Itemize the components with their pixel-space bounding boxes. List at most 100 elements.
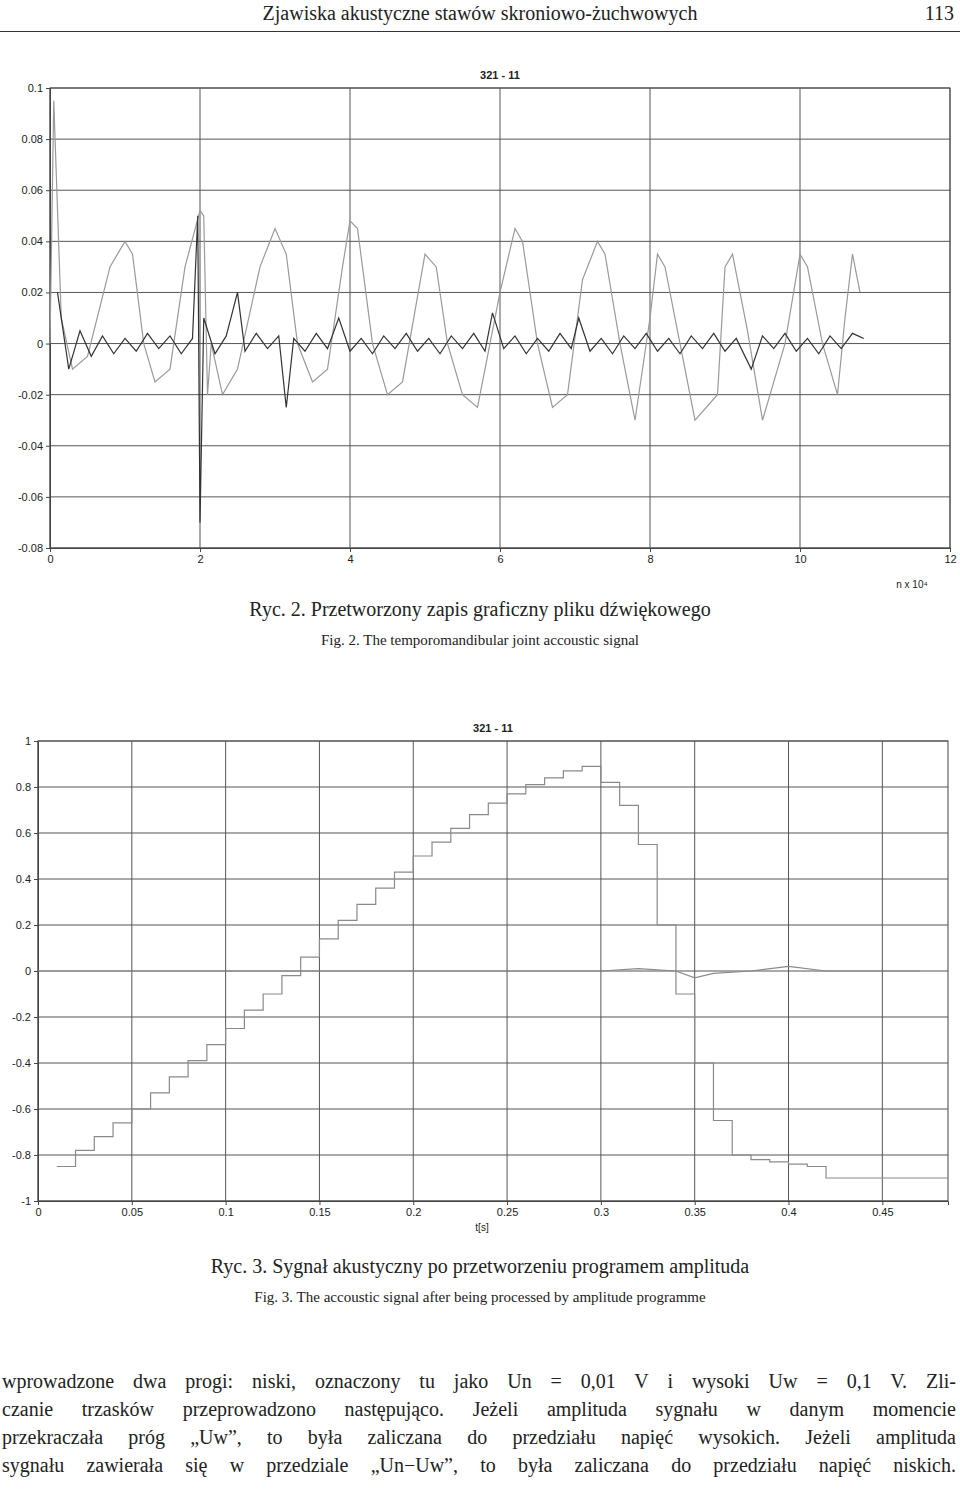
body-line: sygnału zawierała się w przedziale „Un−U…	[2, 1454, 956, 1477]
tick-label: 0.4	[16, 873, 31, 885]
chart: 024681012-0.08-0.06-0.04-0.0200.020.040.…	[0, 60, 960, 600]
tick-label: 8	[647, 553, 653, 565]
tick: -1	[21, 1195, 38, 1207]
tick-mark	[413, 1201, 414, 1205]
grid-line-y	[50, 394, 950, 395]
axis-domain	[34, 742, 39, 1202]
grid-line-y	[38, 787, 948, 788]
tick: -0.4	[12, 1057, 38, 1069]
tick-label: 0	[25, 965, 31, 977]
tick: 0	[35, 1201, 41, 1218]
grid-line-y	[38, 879, 948, 880]
series-line	[50, 101, 860, 420]
grid-line-x	[350, 88, 351, 548]
tick-mark	[46, 190, 50, 191]
tick: -0.2	[12, 1011, 38, 1023]
tick-mark	[46, 139, 50, 140]
tick-mark	[34, 1063, 38, 1064]
tick: 0	[25, 965, 38, 977]
tick: 0.25	[497, 1201, 518, 1218]
tick-label: 0.08	[22, 133, 43, 145]
tick: 0.2	[406, 1201, 421, 1218]
tick-mark	[226, 1201, 227, 1205]
tick-label: 0.04	[22, 235, 43, 247]
caption-pl: Ryc. 2. Przetworzony zapis graficzny pli…	[0, 598, 960, 621]
tick-mark	[34, 879, 38, 880]
series-line	[57, 766, 948, 1178]
tick-label: 0.3	[594, 1206, 609, 1218]
tick-label: -0.06	[18, 491, 43, 503]
tick: 0	[37, 338, 50, 350]
tick-label: -1	[21, 1195, 31, 1207]
x-axis: 0 0.05 0.1 0.15 0.2 0.25 0.3 0.35 0.4 0.45	[35, 1201, 948, 1218]
tick: -0.04	[18, 440, 50, 452]
grid-line-y	[50, 343, 950, 344]
chart-title: 321 - 11	[473, 722, 513, 734]
grid-line-y	[38, 1063, 948, 1064]
tick: 0.05	[122, 1201, 143, 1218]
tick-mark	[601, 1201, 602, 1205]
tick-mark	[46, 292, 50, 293]
tick: 0.4	[781, 1201, 796, 1218]
series-line	[38, 966, 920, 978]
running-title: Zjawiska akustyczne stawów skroniowo-żuc…	[0, 2, 960, 25]
page-number: 113	[925, 2, 954, 25]
tick: 0.15	[309, 1201, 330, 1218]
tick-mark	[34, 833, 38, 834]
tick-mark	[132, 1201, 133, 1205]
tick: -0.08	[18, 542, 50, 554]
tick-mark	[46, 497, 50, 498]
tick-mark	[34, 1017, 38, 1018]
tick-mark	[800, 548, 801, 552]
tick: 10	[794, 548, 806, 565]
grid-line-x	[950, 88, 951, 548]
tick-mark	[507, 1201, 508, 1205]
body-line: przekraczała próg „Uw”, to była zaliczan…	[2, 1426, 956, 1449]
grid-line-y	[38, 1155, 948, 1156]
chart-title: 321 - 11	[480, 69, 520, 81]
plot-frame	[50, 88, 950, 548]
tick: 0.35	[684, 1201, 705, 1218]
tick-label: -0.2	[12, 1011, 31, 1023]
tick-label: 0.45	[872, 1206, 893, 1218]
tick-label: 0	[37, 338, 43, 350]
grid-line-y	[50, 190, 950, 191]
tick-mark	[882, 1201, 883, 1205]
x-axis: 024681012	[47, 548, 956, 565]
tick-label: 1	[25, 735, 31, 747]
tick-label: -0.02	[18, 389, 43, 401]
tick-mark	[34, 787, 38, 788]
tick-label: 0.1	[218, 1206, 233, 1218]
y-axis: -0.08-0.06-0.04-0.0200.020.040.060.080.1	[18, 82, 51, 554]
grid	[38, 741, 948, 1201]
tick: 0.2	[16, 919, 38, 931]
tick: -0.8	[12, 1149, 38, 1161]
tick-label: 0.05	[122, 1206, 143, 1218]
tick-mark	[46, 88, 50, 89]
tick: 6	[497, 548, 503, 565]
tick: 0.1	[218, 1201, 233, 1218]
tick: 12	[944, 548, 956, 565]
tick-label: 0.02	[22, 286, 43, 298]
tick: 0.1	[28, 82, 50, 94]
tick-mark	[950, 548, 951, 552]
grid-line-x	[800, 88, 801, 548]
tick-label: 0.2	[16, 919, 31, 931]
tick-label: 0.6	[16, 827, 31, 839]
plot-frame	[38, 741, 948, 1201]
tick-mark	[500, 548, 501, 552]
tick: 0	[47, 548, 53, 565]
caption-en: Fig. 2. The temporomandibular joint acco…	[0, 632, 960, 649]
tick: -0.6	[12, 1103, 38, 1115]
tick-label: 12	[944, 553, 956, 565]
grid-line-y	[50, 445, 950, 446]
x-axis-label: n x 10⁴	[896, 579, 928, 590]
tick-mark	[34, 925, 38, 926]
tick: 2	[197, 548, 203, 565]
tick-label: -0.08	[18, 542, 43, 554]
tick-mark	[46, 344, 50, 345]
tick-mark	[34, 741, 38, 742]
tick: 0.6	[16, 827, 38, 839]
series-group	[50, 101, 864, 523]
axis-domain	[39, 1202, 949, 1206]
